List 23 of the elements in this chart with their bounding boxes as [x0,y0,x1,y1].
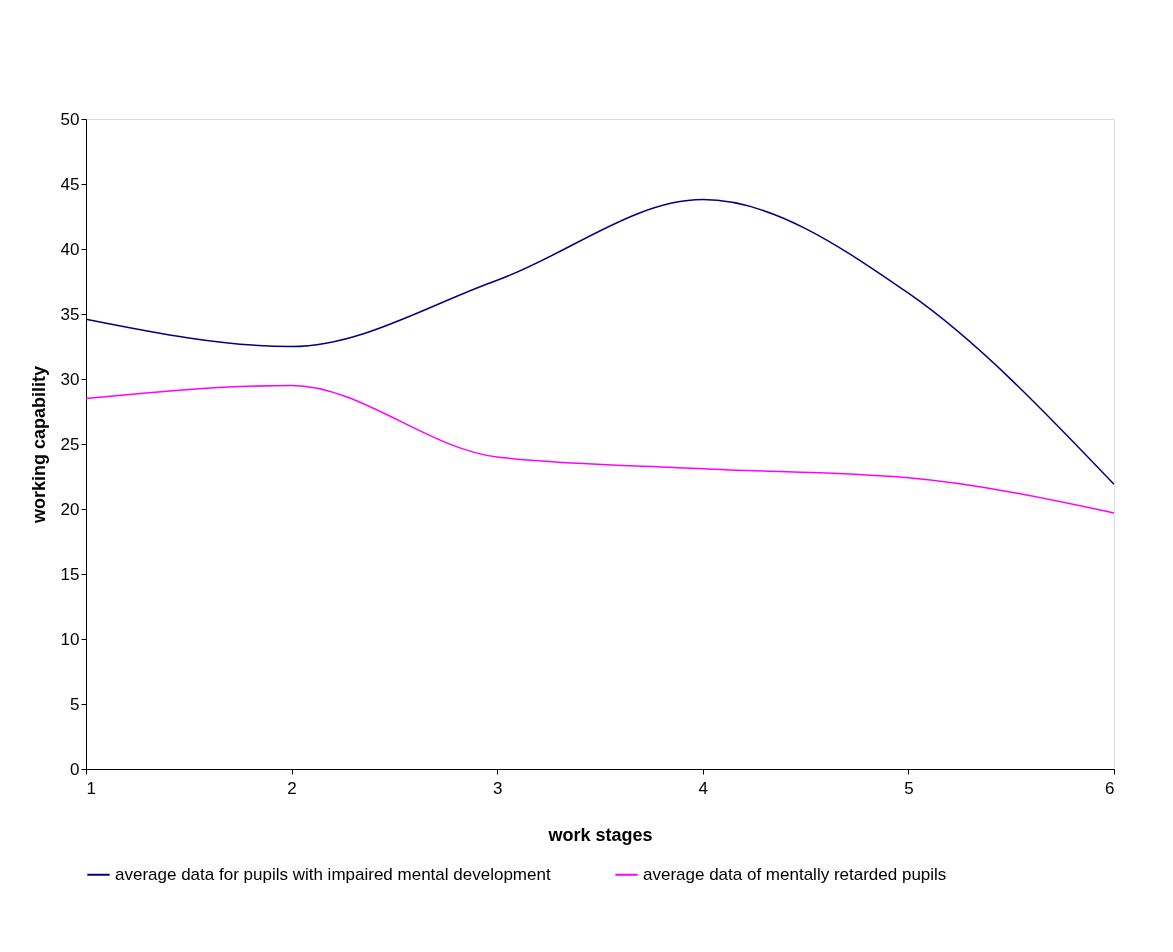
y-axis-title: working capability [28,365,49,525]
legend-label: average data for pupils with impaired mental development [115,864,551,884]
y-tick-label: 0 [70,759,80,779]
y-tick-label: 40 [60,239,80,259]
line-series [85,384,1115,514]
y-tick-label: 10 [60,629,80,649]
y-tick-label: 45 [60,174,80,194]
y-tick-label: 30 [60,369,80,389]
x-tick-label: 4 [698,778,709,798]
legend-label: average data of mentally retarded pupils [643,864,947,884]
x-tick-label: 3 [492,778,503,798]
x-tick-label: 6 [1105,778,1115,798]
x-axis-title: work stages [547,824,653,845]
y-tick-label: 35 [60,304,80,324]
y-tick-label: 5 [70,694,80,714]
line-series [85,198,1115,486]
x-tick-label: 1 [86,778,96,798]
y-tick-label: 25 [60,434,80,454]
y-tick-label: 50 [60,109,80,129]
y-tick-label: 15 [60,564,80,584]
x-tick-label: 5 [904,778,914,798]
x-tick-label: 2 [287,778,297,798]
y-tick-label: 20 [60,499,80,519]
